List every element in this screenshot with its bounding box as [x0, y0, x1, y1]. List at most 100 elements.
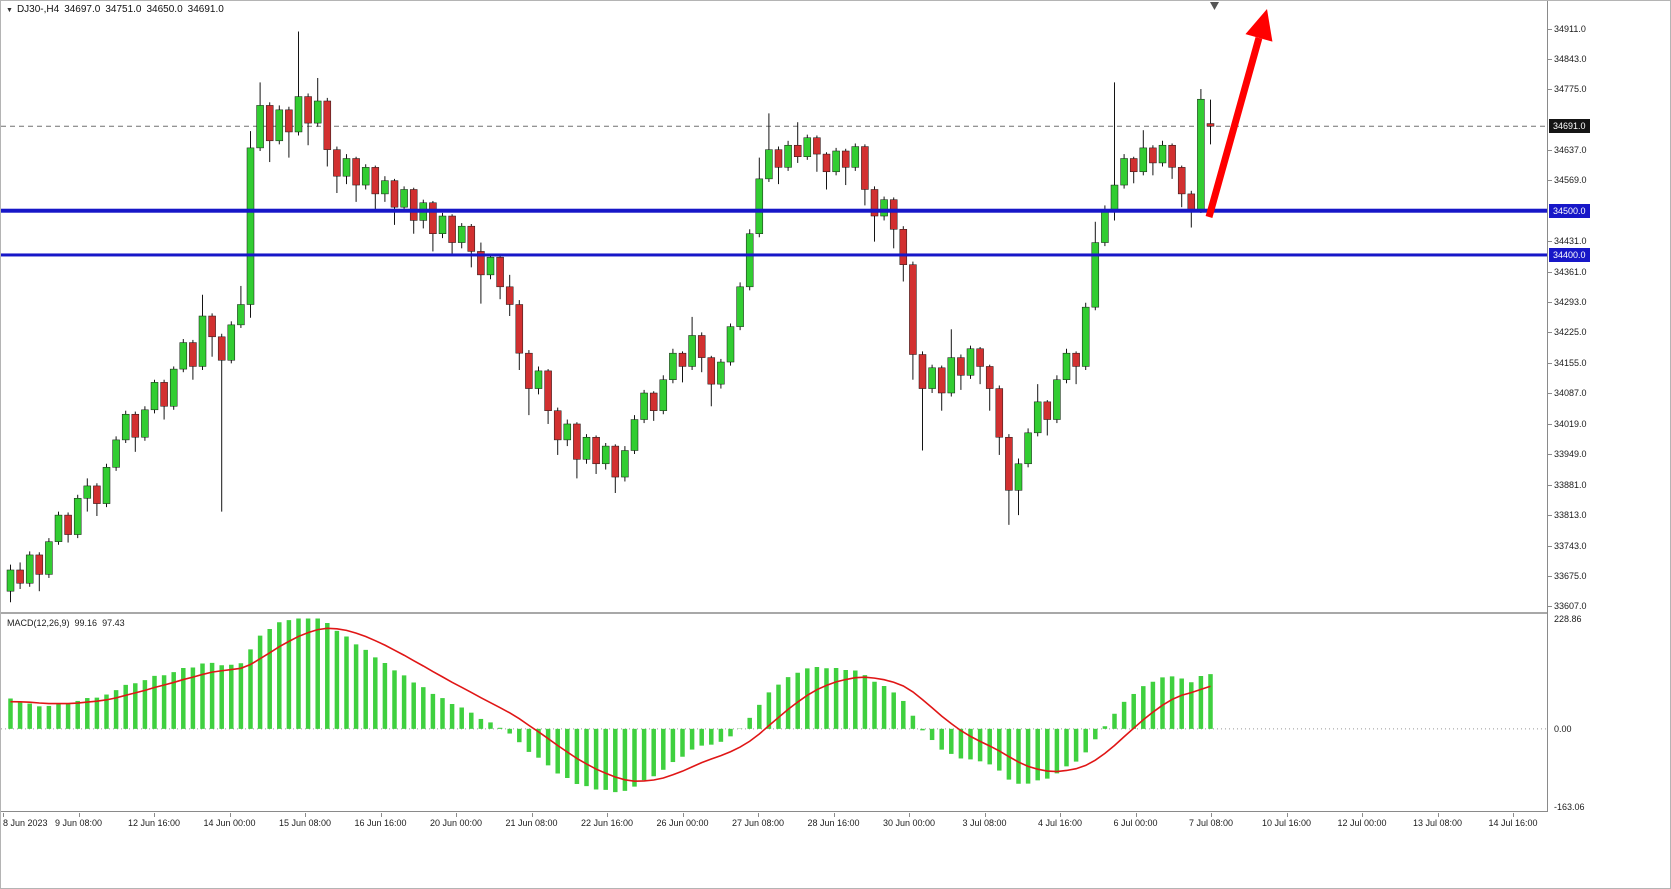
time-axis-tick [607, 813, 608, 817]
price-axis-label: 33813.0 [1554, 509, 1587, 520]
candle-up [1062, 352, 1071, 380]
candle-up [966, 348, 975, 376]
candle-down [160, 382, 168, 407]
candle-up [45, 541, 53, 575]
price-axis-tick [1548, 150, 1552, 152]
candle-down [304, 96, 312, 124]
price-axis-tick [1548, 423, 1552, 425]
candle-down [909, 264, 917, 355]
time-axis-tick [531, 813, 533, 817]
macd-signal-value: 97.43 [102, 618, 125, 628]
candle-down [371, 167, 380, 195]
candle-up [1110, 184, 1119, 212]
time-axis-label: 12 Jul 00:00 [1337, 818, 1387, 828]
candle-up [1197, 98, 1205, 211]
candle-up [851, 146, 860, 168]
price-axis-label: 33675.0 [1554, 570, 1587, 581]
candle-down [352, 158, 360, 186]
time-axis-label: 28 Jun 16:00 [807, 818, 860, 828]
price-axis[interactable]: 34911.0 34843.0 34775.0 34637.0 34569.0 34431… [1547, 1, 1670, 812]
time-axis-tick [984, 813, 986, 817]
candle-up [83, 485, 92, 499]
candle-up [361, 167, 370, 186]
candle-down [889, 199, 898, 230]
candle-up [342, 158, 351, 177]
panel-divider[interactable] [1, 612, 1670, 614]
symbol-period-label: DJ30-,H4 [16, 4, 60, 15]
chart-menu-icon[interactable]: ▼ [6, 7, 13, 14]
candle-up [227, 324, 236, 361]
price-axis-label: 34637.0 [1554, 145, 1587, 156]
candle-up [1120, 158, 1128, 186]
horizontal-line-34400.0[interactable] [1, 253, 1547, 257]
macd-signal-line [10, 627, 1211, 782]
candle-down [544, 370, 552, 411]
time-axis-tick [1135, 813, 1137, 817]
time-axis[interactable]: 8 Jun 2023 9 Jun 08:00 12 Jun 16:00 14 Jun … [1, 813, 1670, 837]
candle-down [976, 348, 984, 367]
macd-panel[interactable] [1, 615, 1547, 813]
candle-down [64, 514, 72, 535]
candle-down [995, 388, 1004, 438]
candle-up [237, 304, 245, 326]
time-axis-label: 8 Jun 2023 [3, 818, 48, 828]
time-axis-tick [1513, 813, 1514, 817]
time-axis-tick [3, 813, 4, 817]
candle-up [275, 109, 284, 142]
price-axis-label: 34087.0 [1554, 388, 1587, 399]
candle-up [534, 370, 543, 389]
time-axis-label: 22 Jun 16:00 [580, 818, 634, 828]
candle-down [649, 392, 658, 411]
candle-up [726, 326, 735, 363]
candle-up [1091, 242, 1100, 308]
trend-arrow-shaft[interactable] [1205, 36, 1263, 218]
candle-down [592, 436, 600, 465]
time-axis-label: 27 Jun 08:00 [731, 818, 785, 828]
price-axis-tick [1548, 575, 1552, 577]
price-axis-label: 34431.0 [1554, 236, 1587, 247]
candle-up [621, 450, 629, 478]
candle-down [1168, 144, 1176, 168]
chart-shift-marker[interactable] [1210, 2, 1219, 10]
candle-up [880, 199, 888, 217]
candle-up [832, 150, 840, 173]
candle-down [573, 423, 581, 460]
candle-down [323, 100, 332, 150]
candle-down [208, 315, 216, 338]
price-axis-tick [1548, 545, 1552, 547]
candle-down [93, 485, 101, 504]
candle-down [841, 150, 850, 168]
price-axis-label: 34361.0 [1554, 267, 1587, 278]
time-axis-label: 20 Jun 00:00 [429, 818, 483, 828]
price-axis-label: 33607.0 [1554, 600, 1587, 611]
price-chart-panel[interactable] [1, 1, 1547, 613]
price-axis-tick [1548, 454, 1552, 456]
candle-up [112, 439, 120, 468]
candle-down [429, 202, 437, 234]
candle-down [390, 180, 399, 208]
time-axis-tick [1211, 813, 1212, 817]
trend-arrow-head[interactable] [1245, 9, 1273, 42]
candle-down [611, 445, 620, 478]
candle-down [265, 105, 274, 142]
time-axis-tick [229, 813, 231, 817]
candle-up [803, 137, 812, 157]
candle-down [899, 229, 908, 265]
symbol-ohlc-bar: ▼ DJ30-,H4 34697.0 34751.0 34650.0 34691.0 [6, 4, 224, 15]
time-axis-label: 12 Jun 16:00 [127, 818, 181, 828]
candle-up [438, 215, 447, 234]
candle-up [179, 342, 188, 370]
price-axis-tick [1548, 363, 1552, 365]
candle-up [381, 180, 389, 195]
time-axis-label: 10 Jul 16:00 [1261, 818, 1312, 828]
candles [6, 31, 1215, 603]
candle-up [121, 413, 130, 441]
price-axis-tick [1548, 58, 1552, 60]
time-axis-label: 14 Jun 00:00 [203, 818, 256, 828]
time-axis-tick [758, 813, 759, 817]
candle-down [448, 215, 456, 243]
horizontal-line-34500.0[interactable] [1, 208, 1547, 213]
candle-down [1177, 167, 1186, 195]
price-axis-tick [1548, 272, 1552, 274]
